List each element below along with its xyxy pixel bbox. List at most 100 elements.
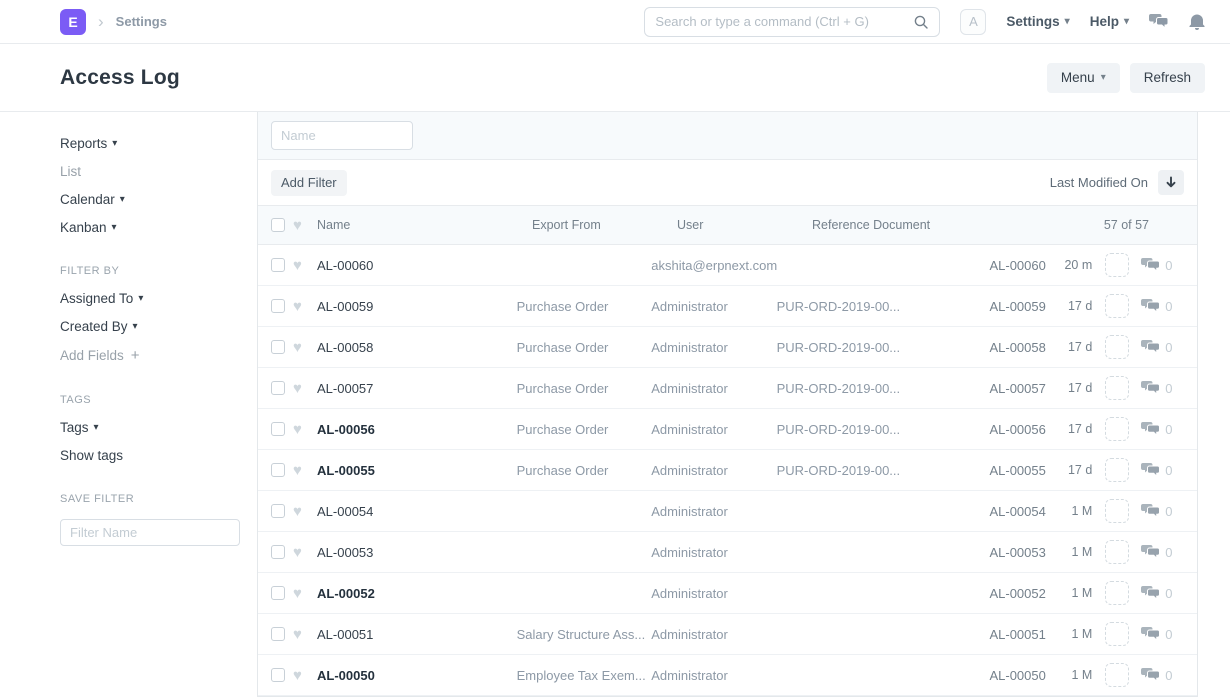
row-user: Administrator: [651, 380, 728, 396]
heart-icon[interactable]: ♥: [293, 502, 302, 520]
user-avatar[interactable]: A: [960, 8, 987, 35]
notifications-bell-icon[interactable]: [1189, 13, 1205, 30]
breadcrumb[interactable]: Settings: [115, 14, 167, 29]
select-all-checkbox[interactable]: [271, 218, 285, 232]
sidebar-item-tags[interactable]: Tags ▾: [60, 420, 99, 435]
sidebar-item-list[interactable]: List: [60, 164, 81, 179]
search-input[interactable]: [655, 14, 914, 29]
comment-count-button[interactable]: 0: [1141, 668, 1184, 683]
column-header-name[interactable]: Name: [317, 218, 351, 232]
chevron-down-icon: ▾: [119, 194, 125, 205]
assign-to-button[interactable]: [1105, 376, 1130, 400]
heart-icon[interactable]: ♥: [293, 338, 302, 356]
sidebar-item-show-tags[interactable]: Show tags: [60, 448, 123, 463]
comment-count-button[interactable]: 0: [1141, 545, 1184, 560]
record-count[interactable]: 57 of 57: [1103, 218, 1149, 232]
row-name-link[interactable]: AL-00055: [317, 462, 375, 478]
comment-count-button[interactable]: 0: [1141, 504, 1184, 519]
row-checkbox[interactable]: [271, 381, 285, 395]
refresh-button[interactable]: Refresh: [1129, 62, 1205, 93]
assign-to-button[interactable]: [1105, 417, 1130, 441]
heart-icon[interactable]: ♥: [293, 584, 302, 602]
table-row: ♥ AL-00056 Purchase Order Administrator …: [258, 409, 1197, 450]
name-filter-input[interactable]: [271, 121, 413, 150]
row-checkbox[interactable]: [271, 668, 285, 682]
row-checkbox[interactable]: [271, 258, 285, 272]
assign-to-button[interactable]: [1105, 253, 1130, 277]
save-filter-heading: SAVE FILTER: [60, 493, 135, 505]
row-name-link[interactable]: AL-00051: [317, 626, 374, 642]
menu-button[interactable]: Menu ▾: [1046, 62, 1120, 93]
heart-icon[interactable]: ♥: [293, 461, 302, 479]
row-name-link[interactable]: AL-00060: [317, 257, 374, 273]
comment-count-button[interactable]: 0: [1141, 627, 1184, 642]
row-reference-document: PUR-ORD-2019-00...: [776, 421, 901, 437]
comment-count-button[interactable]: 0: [1141, 381, 1184, 396]
app-logo[interactable]: E: [60, 8, 86, 35]
assign-to-button[interactable]: [1105, 663, 1130, 687]
row-id: AL-00058: [989, 339, 1046, 355]
row-checkbox[interactable]: [271, 463, 285, 477]
row-reference-document: PUR-ORD-2019-00...: [776, 462, 901, 478]
filter-name-input[interactable]: [60, 519, 240, 546]
row-name-link[interactable]: AL-00057: [317, 380, 374, 396]
row-user: akshita@erpnext.com: [651, 257, 777, 273]
row-name-link[interactable]: AL-00052: [317, 585, 375, 601]
row-checkbox[interactable]: [271, 422, 285, 436]
row-id: AL-00053: [989, 544, 1046, 560]
comment-count-button[interactable]: 0: [1141, 463, 1184, 478]
sidebar-item-kanban[interactable]: Kanban ▾: [60, 220, 117, 235]
comment-count-button[interactable]: 0: [1141, 586, 1184, 601]
heart-icon[interactable]: ♥: [293, 666, 302, 684]
comment-count-button[interactable]: 0: [1141, 258, 1184, 273]
assign-to-button[interactable]: [1105, 335, 1130, 359]
comment-count-button[interactable]: 0: [1141, 422, 1184, 437]
row-checkbox[interactable]: [271, 627, 285, 641]
row-name-link[interactable]: AL-00050: [317, 667, 375, 683]
page-title: Access Log: [60, 65, 180, 89]
help-menu[interactable]: Help ▾: [1090, 14, 1129, 29]
heart-icon[interactable]: ♥: [293, 420, 302, 438]
sidebar-item-calendar[interactable]: Calendar ▾: [60, 192, 125, 207]
row-name-link[interactable]: AL-00058: [317, 339, 374, 355]
row-checkbox[interactable]: [271, 586, 285, 600]
assign-to-button[interactable]: [1105, 499, 1130, 523]
row-checkbox[interactable]: [271, 545, 285, 559]
row-name-link[interactable]: AL-00053: [317, 544, 374, 560]
sort-direction-button[interactable]: [1158, 170, 1184, 195]
heart-icon[interactable]: ♥: [293, 625, 302, 643]
sidebar-item-reports[interactable]: Reports ▾: [60, 136, 117, 151]
sidebar-item-label: Kanban: [60, 220, 107, 235]
row-checkbox[interactable]: [271, 504, 285, 518]
comment-count-button[interactable]: 0: [1141, 299, 1184, 314]
standard-filter-row: [258, 112, 1197, 160]
row-checkbox[interactable]: [271, 299, 285, 313]
settings-menu[interactable]: Settings ▾: [1006, 14, 1069, 29]
sidebar-item-add-fields[interactable]: Add Fields +: [60, 347, 140, 364]
menu-button-label: Menu: [1060, 70, 1095, 85]
assign-to-button[interactable]: [1105, 622, 1130, 646]
comment-count: 0: [1165, 257, 1173, 273]
column-header-reference-document: Reference Document: [812, 218, 931, 232]
row-name-link[interactable]: AL-00059: [317, 298, 374, 314]
sidebar-item-created-by[interactable]: Created By ▾: [60, 319, 138, 334]
row-checkbox[interactable]: [271, 340, 285, 354]
row-name-link[interactable]: AL-00056: [317, 421, 375, 437]
chat-icon[interactable]: [1149, 13, 1169, 30]
assign-to-button[interactable]: [1105, 581, 1130, 605]
sidebar-item-assigned-to[interactable]: Assigned To ▾: [60, 291, 143, 306]
row-user: Administrator: [651, 298, 728, 314]
row-user: Administrator: [651, 503, 728, 519]
heart-icon[interactable]: ♥: [293, 543, 302, 561]
assign-to-button[interactable]: [1105, 458, 1130, 482]
sort-by-label[interactable]: Last Modified On: [1049, 175, 1148, 190]
heart-icon[interactable]: ♥: [293, 297, 302, 315]
assign-to-button[interactable]: [1105, 294, 1130, 318]
comment-count-button[interactable]: 0: [1141, 340, 1184, 355]
assign-to-button[interactable]: [1105, 540, 1130, 564]
row-name-link[interactable]: AL-00054: [317, 503, 374, 519]
row-user: Administrator: [651, 339, 728, 355]
heart-icon[interactable]: ♥: [293, 379, 302, 397]
add-filter-button[interactable]: Add Filter: [271, 169, 347, 196]
heart-icon[interactable]: ♥: [293, 256, 302, 274]
